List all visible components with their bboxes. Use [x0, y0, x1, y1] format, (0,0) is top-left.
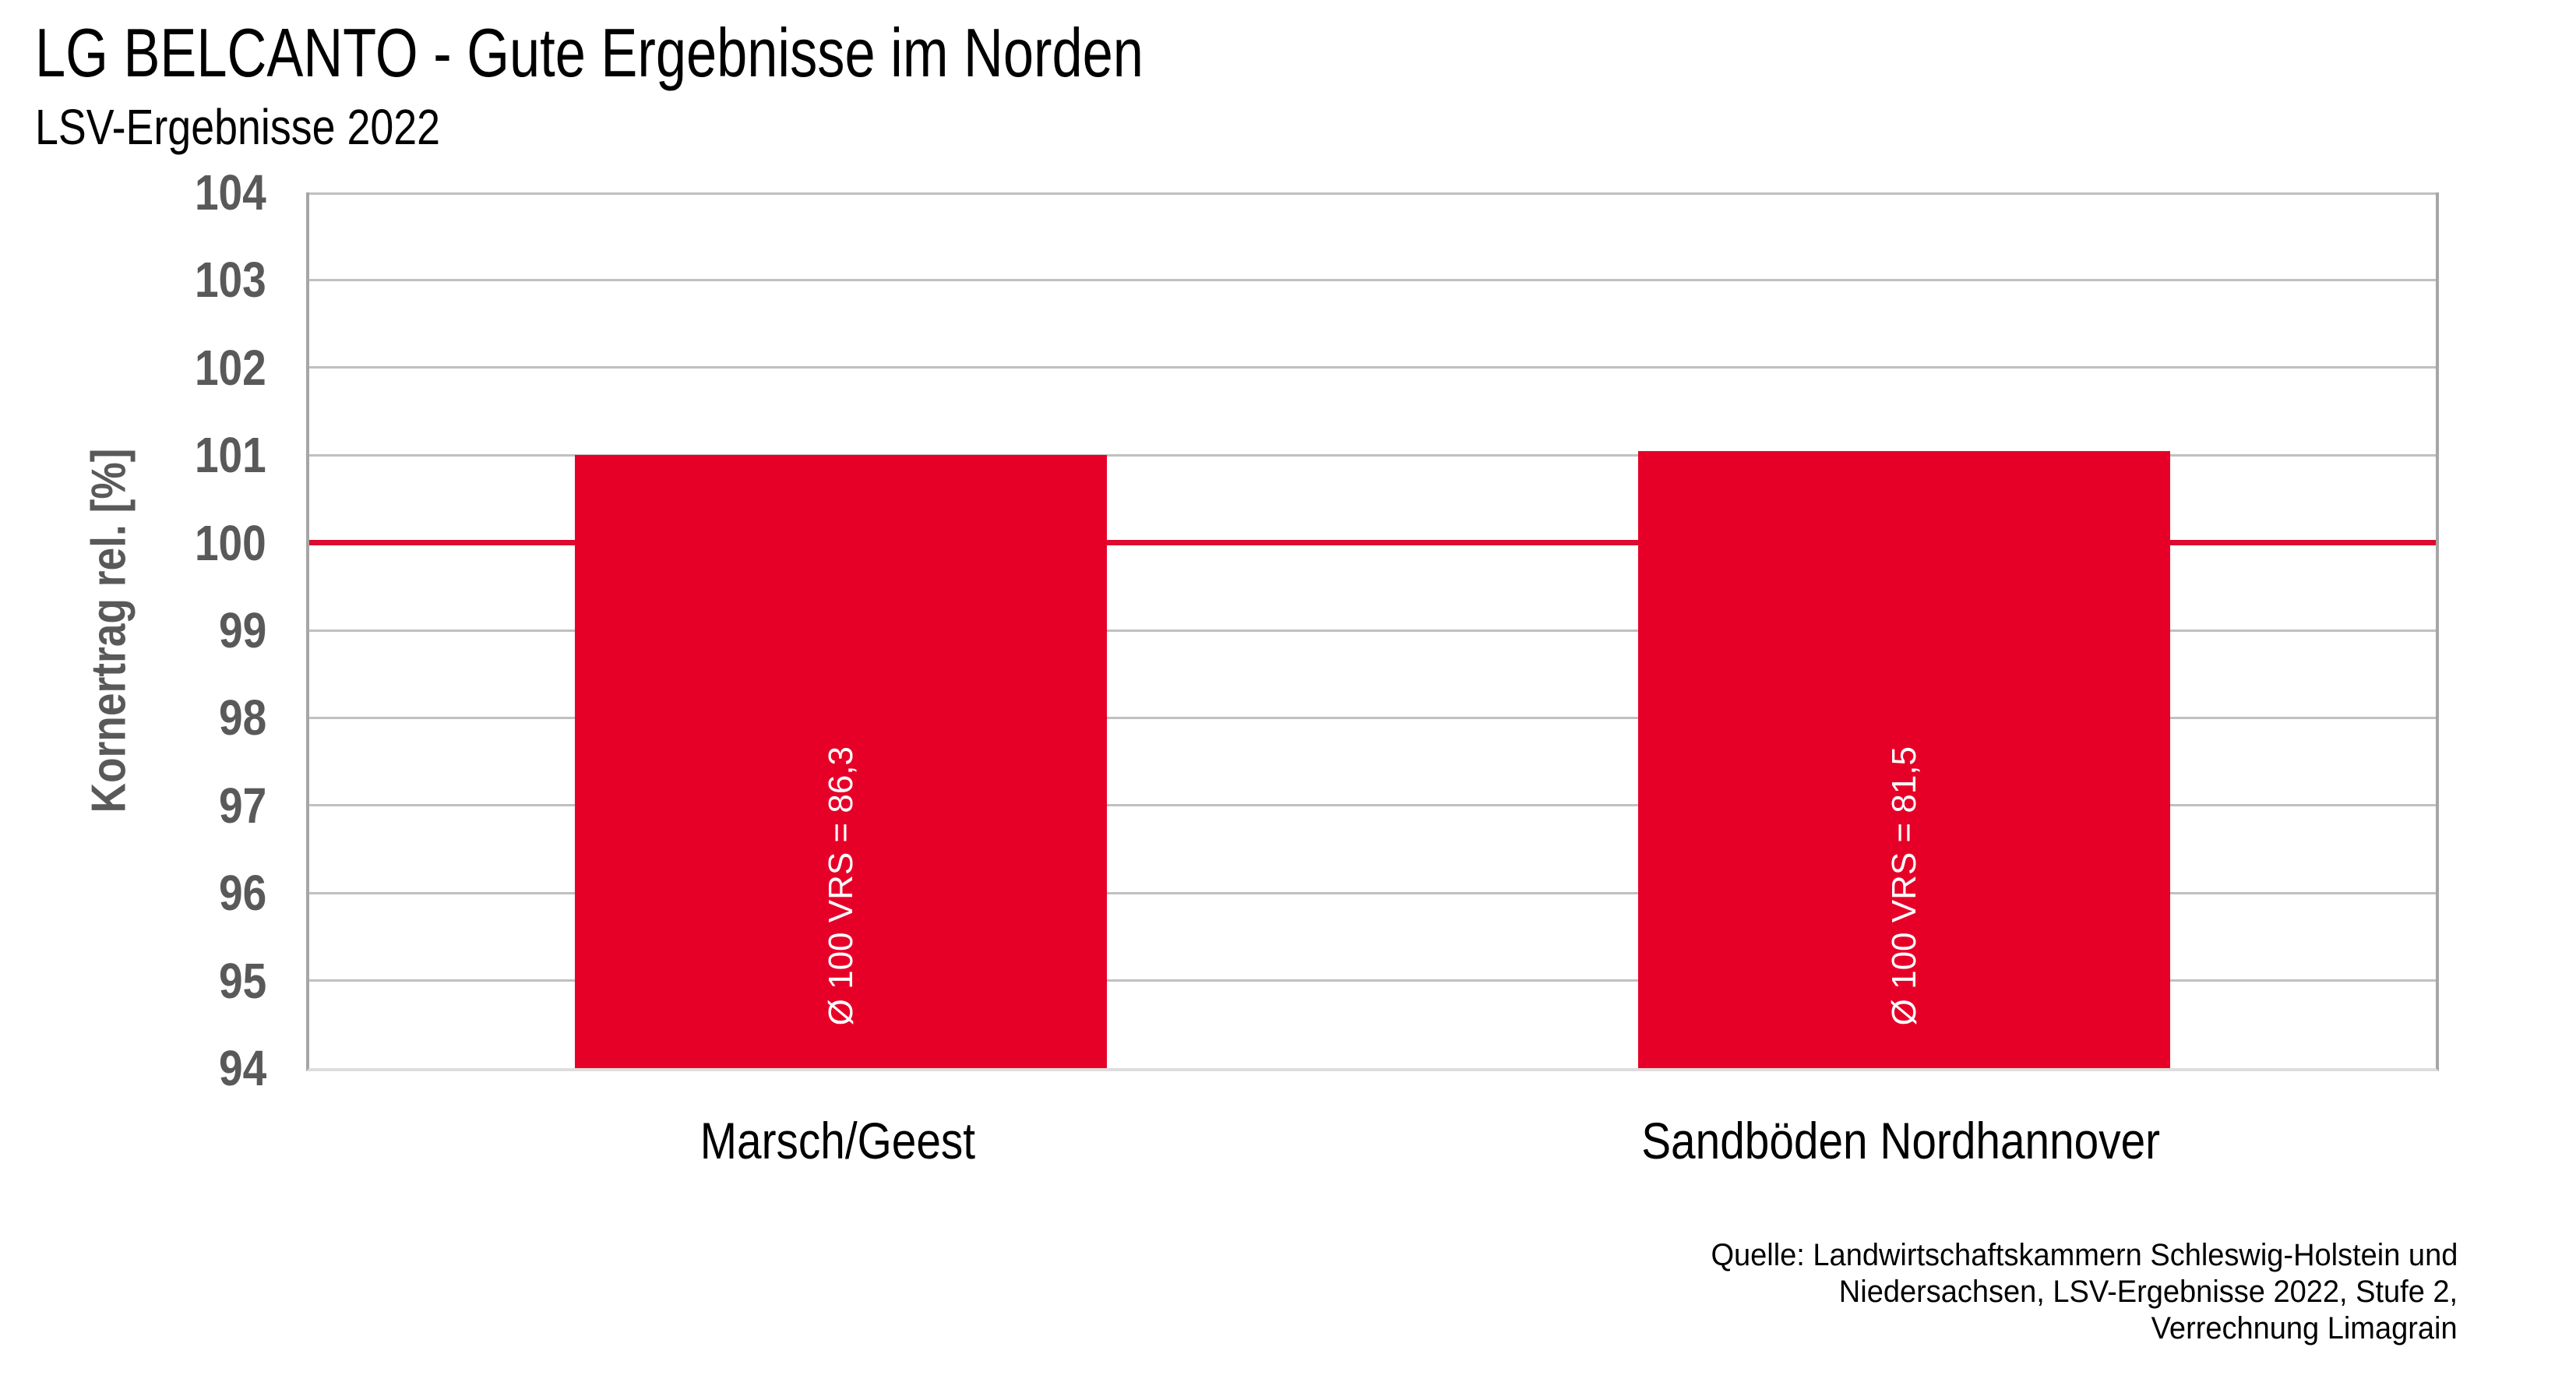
y-tick-label: 94 [218, 1040, 266, 1096]
gridline [309, 366, 2436, 369]
page-subtitle-text: LSV-Ergebnisse 2022 [35, 99, 441, 155]
gridline [309, 979, 2436, 982]
bar-value-label: Ø 100 VRS = 86,3 [821, 746, 860, 1025]
y-tick-label: 95 [218, 952, 266, 1009]
x-axis-category-labels: Marsch/Geest Sandböden Nordhannover [306, 1109, 2433, 1180]
y-tick-label: 103 [195, 252, 266, 309]
y-tick-label: 101 [195, 427, 266, 484]
page-title-text: LG BELCANTO - Gute Ergebnisse im Norden [35, 14, 1144, 91]
bar: Ø 100 VRS = 86,3 [575, 455, 1107, 1068]
gridline [309, 804, 2436, 807]
y-tick-label: 96 [218, 865, 266, 922]
y-tick-label: 102 [195, 339, 266, 396]
page-title: LG BELCANTO - Gute Ergebnisse im Norden [35, 14, 1421, 91]
y-tick-label: 104 [195, 164, 266, 220]
gridline [309, 453, 2436, 457]
plot-area: Ø 100 VRS = 86,3 Ø 100 VRS = 81,5 [306, 192, 2439, 1071]
x-category-label: Marsch/Geest [700, 1112, 976, 1169]
gridline [309, 716, 2436, 719]
page-subtitle: LSV-Ergebnisse 2022 [35, 101, 517, 153]
source-note: Quelle: Landwirtschaftskammern Schleswig… [1672, 1237, 2458, 1347]
source-line: Quelle: Landwirtschaftskammern Schleswig… [1711, 1238, 2458, 1272]
y-tick-label: 98 [218, 690, 266, 746]
source-line: Verrechnung Limagrain [2151, 1311, 2458, 1345]
y-tick-label: 97 [218, 777, 266, 834]
gridline [309, 278, 2436, 281]
gridline [309, 192, 2436, 195]
reference-line-100 [309, 540, 2436, 546]
y-tick-label: 100 [195, 514, 266, 571]
y-axis-tick-labels: 94 95 96 97 98 99 100 101 102 103 104 [0, 167, 266, 1094]
gridline [309, 891, 2436, 894]
bar-value-label: Ø 100 VRS = 81,5 [1884, 746, 1923, 1025]
bar: Ø 100 VRS = 81,5 [1638, 450, 2170, 1068]
y-tick-label: 99 [218, 602, 266, 658]
gridline [309, 629, 2436, 632]
source-line: Niedersachsen, LSV-Ergebnisse 2022, Stuf… [1838, 1275, 2458, 1309]
x-category-label: Sandböden Nordhannover [1641, 1112, 2161, 1169]
